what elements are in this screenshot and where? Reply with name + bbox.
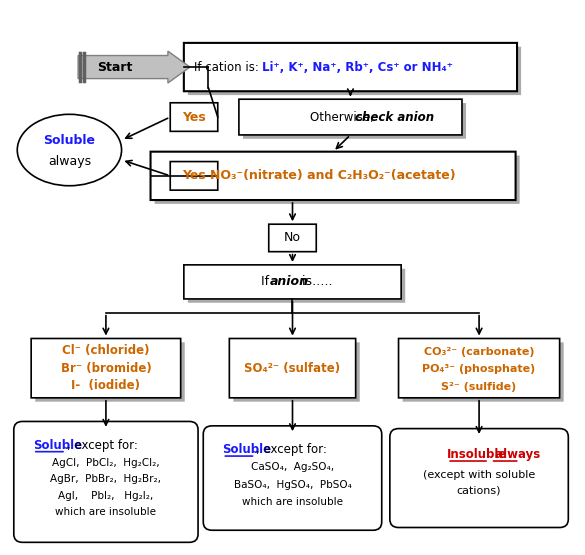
FancyBboxPatch shape bbox=[170, 162, 218, 190]
Text: Yes: Yes bbox=[182, 169, 206, 183]
FancyBboxPatch shape bbox=[14, 421, 198, 542]
Text: S²⁻ (sulfide): S²⁻ (sulfide) bbox=[442, 382, 517, 392]
Text: NO₃⁻(nitrate) and C₂H₃O₂⁻(acetate): NO₃⁻(nitrate) and C₂H₃O₂⁻(acetate) bbox=[210, 169, 456, 183]
Text: AgI,    PbI₂,   Hg₂I₂,: AgI, PbI₂, Hg₂I₂, bbox=[58, 491, 153, 501]
FancyArrow shape bbox=[78, 51, 190, 83]
Text: PO₄³⁻ (phosphate): PO₄³⁻ (phosphate) bbox=[422, 364, 536, 374]
Text: No: No bbox=[284, 231, 301, 244]
Text: which are insoluble: which are insoluble bbox=[242, 497, 343, 507]
Text: If: If bbox=[261, 275, 273, 289]
FancyBboxPatch shape bbox=[150, 152, 515, 200]
Text: cations): cations) bbox=[457, 485, 501, 495]
FancyBboxPatch shape bbox=[170, 103, 218, 132]
Text: always: always bbox=[48, 154, 91, 168]
FancyBboxPatch shape bbox=[239, 99, 462, 135]
FancyBboxPatch shape bbox=[203, 426, 382, 530]
Text: Start: Start bbox=[97, 60, 132, 74]
Text: Otherwise,: Otherwise, bbox=[310, 110, 377, 124]
Text: SO₄²⁻ (sulfate): SO₄²⁻ (sulfate) bbox=[245, 362, 340, 375]
Text: Li⁺, K⁺, Na⁺, Rb⁺, Cs⁺ or NH₄⁺: Li⁺, K⁺, Na⁺, Rb⁺, Cs⁺ or NH₄⁺ bbox=[262, 60, 453, 74]
FancyBboxPatch shape bbox=[233, 342, 360, 402]
FancyBboxPatch shape bbox=[269, 224, 316, 251]
Text: which are insoluble: which are insoluble bbox=[56, 507, 156, 517]
FancyBboxPatch shape bbox=[184, 43, 517, 91]
FancyBboxPatch shape bbox=[31, 339, 181, 398]
FancyBboxPatch shape bbox=[390, 428, 568, 527]
Text: Insoluble: Insoluble bbox=[447, 448, 508, 461]
Text: , except for:: , except for: bbox=[256, 443, 327, 456]
Text: anion: anion bbox=[269, 275, 308, 289]
Text: AgBr,  PbBr₂,  Hg₂Br₂,: AgBr, PbBr₂, Hg₂Br₂, bbox=[50, 474, 161, 484]
FancyBboxPatch shape bbox=[229, 339, 356, 398]
Text: Br⁻ (bromide): Br⁻ (bromide) bbox=[60, 362, 152, 375]
FancyBboxPatch shape bbox=[402, 342, 564, 402]
FancyBboxPatch shape bbox=[243, 103, 466, 139]
Ellipse shape bbox=[18, 114, 122, 186]
Text: AgCl,  PbCl₂,  Hg₂Cl₂,: AgCl, PbCl₂, Hg₂Cl₂, bbox=[52, 458, 160, 468]
FancyBboxPatch shape bbox=[35, 342, 185, 402]
Text: check anion: check anion bbox=[355, 110, 434, 124]
FancyBboxPatch shape bbox=[188, 269, 405, 303]
Text: CO₃²⁻ (carbonate): CO₃²⁻ (carbonate) bbox=[424, 347, 534, 357]
Text: , except for:: , except for: bbox=[67, 438, 137, 452]
Text: Soluble: Soluble bbox=[33, 438, 82, 452]
Text: If cation is:: If cation is: bbox=[194, 60, 270, 74]
FancyBboxPatch shape bbox=[188, 47, 521, 95]
FancyBboxPatch shape bbox=[184, 265, 401, 299]
FancyBboxPatch shape bbox=[398, 339, 560, 398]
Text: BaSO₄,  HgSO₄,  PbSO₄: BaSO₄, HgSO₄, PbSO₄ bbox=[233, 480, 352, 490]
Text: always: always bbox=[491, 448, 540, 461]
Text: CaSO₄,  Ag₂SO₄,: CaSO₄, Ag₂SO₄, bbox=[251, 462, 334, 472]
Text: Yes: Yes bbox=[182, 110, 206, 124]
Text: Cl⁻ (chloride): Cl⁻ (chloride) bbox=[62, 344, 150, 357]
Text: Soluble: Soluble bbox=[222, 443, 271, 456]
Text: I-  (iodide): I- (iodide) bbox=[71, 379, 140, 392]
Text: (except with soluble: (except with soluble bbox=[423, 470, 535, 480]
FancyBboxPatch shape bbox=[154, 155, 519, 204]
Text: is…..: is….. bbox=[298, 275, 333, 289]
Text: Soluble: Soluble bbox=[43, 134, 95, 147]
